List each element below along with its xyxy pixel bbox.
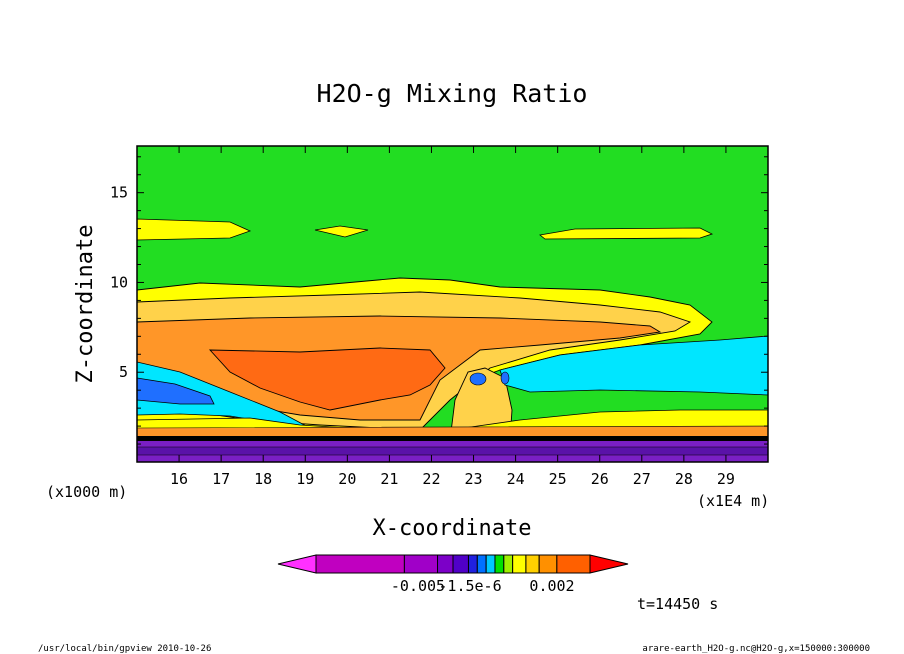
colorbar-arrow-left <box>277 554 317 574</box>
region-blue-spot <box>469 372 487 386</box>
region-surface-layer-dark <box>137 447 768 455</box>
region-blue-layer-left <box>137 377 215 405</box>
y-tick-label: 5 <box>119 363 128 381</box>
y-ticks: 5 10 15 <box>110 156 768 445</box>
region-cyan-layer-right <box>499 335 768 396</box>
colorbar-swatch <box>452 554 469 574</box>
footer-right: arare-earth_H2O-g.nc@H2O-g,x=150000:3000… <box>642 644 870 654</box>
plot-frame <box>136 145 769 463</box>
colorbar-label: 0.002 <box>529 577 574 595</box>
x-tick-label: 29 <box>717 470 735 488</box>
region-upper-streak-mid <box>314 225 369 238</box>
colorbar-swatch <box>525 554 540 574</box>
colorbar-swatch <box>437 554 454 574</box>
x-tick-label: 28 <box>675 470 693 488</box>
region-blue-spot <box>500 371 510 385</box>
y-axis-label: Z-coordinate <box>73 225 98 384</box>
colorbar-swatch <box>476 554 487 574</box>
colorbar-swatch <box>315 554 405 574</box>
colorbar-swatch <box>538 554 558 574</box>
x-tick-label: 27 <box>633 470 651 488</box>
colorbar <box>277 554 629 574</box>
y-unit-label: (x1000 m) <box>46 483 127 501</box>
boundary-line <box>137 436 768 441</box>
time-label: t=14450 s <box>637 595 718 613</box>
colorbar-label: -1.5e-6 <box>438 577 501 595</box>
footer-left: /usr/local/bin/gpview 2010-10-26 <box>38 644 211 654</box>
x-tick-label: 20 <box>338 470 356 488</box>
plot-area: 16 17 18 19 20 21 22 23 24 25 26 27 28 29 5 10 15 <box>110 145 769 488</box>
x-unit-label: (x1E4 m) <box>697 492 769 510</box>
x-axis-label: X-coordinate <box>373 516 532 541</box>
region-plume-core <box>208 347 446 411</box>
x-tick-label: 17 <box>212 470 230 488</box>
x-tick-label: 18 <box>254 470 272 488</box>
x-tick-label: 22 <box>422 470 440 488</box>
y-tick-label: 10 <box>110 273 128 291</box>
x-tick-label: 25 <box>549 470 567 488</box>
x-tick-label: 16 <box>170 470 188 488</box>
colorbar-swatch <box>512 554 527 574</box>
x-tick-label: 23 <box>465 470 483 488</box>
colorbar-swatch <box>485 554 496 574</box>
x-tick-label: 19 <box>296 470 314 488</box>
colorbar-swatch <box>494 554 505 574</box>
region-upper-streak-right <box>539 227 714 240</box>
colorbar-swatch <box>556 554 591 574</box>
colorbar-label: -0.005 <box>391 577 445 595</box>
colorbar-swatch <box>403 554 439 574</box>
chart-title: H2O-g Mixing Ratio <box>317 79 588 108</box>
colorbar-arrow-right <box>589 554 629 574</box>
y-tick-label: 15 <box>110 184 128 202</box>
x-tick-label: 26 <box>591 470 609 488</box>
x-ticks: 16 17 18 19 20 21 22 23 24 25 26 27 28 29 <box>170 146 735 488</box>
colorbar-swatch <box>467 554 478 574</box>
x-tick-label: 21 <box>380 470 398 488</box>
colorbar-labels: -0.005-1.5e-6 0.002 <box>391 577 575 595</box>
colorbar-swatch <box>503 554 514 574</box>
region-upper-streak-left <box>137 218 252 241</box>
x-tick-label: 24 <box>507 470 525 488</box>
